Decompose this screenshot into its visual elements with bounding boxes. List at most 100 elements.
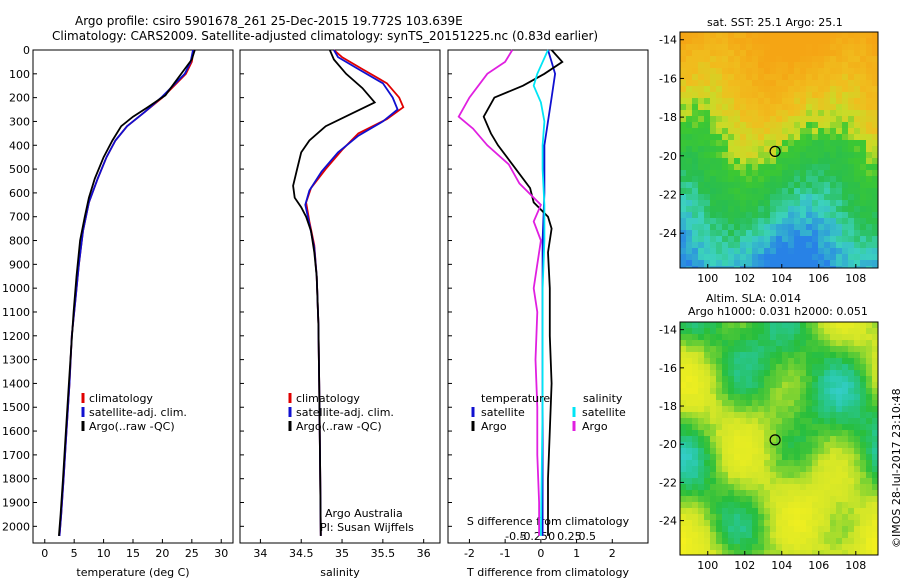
map-cell [740, 158, 746, 164]
map-cell [782, 382, 788, 388]
map-cell [698, 110, 704, 116]
map-cell [746, 370, 752, 376]
map-cell [686, 508, 692, 514]
map-cell [764, 322, 770, 328]
map-cell [872, 182, 878, 188]
map-cell [782, 484, 788, 490]
map-cell [818, 140, 824, 146]
x-tick-label: 35 [335, 547, 349, 560]
map-cell [806, 116, 812, 122]
map-cell [806, 502, 812, 508]
map-cell [722, 254, 728, 260]
map-cell [722, 140, 728, 146]
map-cell [806, 472, 812, 478]
map-cell [812, 334, 818, 340]
map-cell [764, 364, 770, 370]
map-cell [830, 550, 836, 555]
map-cell [764, 460, 770, 466]
map-cell [740, 436, 746, 442]
map-cell [764, 110, 770, 116]
map-cell [764, 496, 770, 502]
map-cell [692, 496, 698, 502]
map-cell [824, 122, 830, 128]
map-cell [788, 104, 794, 110]
map-cell [866, 50, 872, 56]
map-cell [698, 44, 704, 50]
map-cell [824, 266, 830, 268]
map-cell [830, 412, 836, 418]
map-cell [860, 230, 866, 236]
map-cell [716, 520, 722, 526]
map-cell [746, 538, 752, 544]
map-cell [764, 340, 770, 346]
map-cell [806, 358, 812, 364]
map-cell [854, 170, 860, 176]
map-cell [770, 370, 776, 376]
map-cell [728, 176, 734, 182]
map-cell [698, 248, 704, 254]
map-cell [830, 260, 836, 266]
map-cell [716, 364, 722, 370]
map-cell [722, 98, 728, 104]
top-tick-label: 0.5 [579, 530, 597, 543]
map-cell [854, 44, 860, 50]
map-cell [848, 110, 854, 116]
map-cell [830, 358, 836, 364]
map-cell [776, 38, 782, 44]
map-cell [794, 388, 800, 394]
map-cell [806, 388, 812, 394]
map-cell [866, 412, 872, 418]
map-cell [752, 526, 758, 532]
map-cell [794, 346, 800, 352]
map-cell [746, 116, 752, 122]
map-cell [722, 50, 728, 56]
map-cell [824, 182, 830, 188]
map-cell [746, 466, 752, 472]
map-cell [680, 526, 686, 532]
map-cell [770, 352, 776, 358]
map-cell [776, 68, 782, 74]
map-cell [860, 460, 866, 466]
map-cell [836, 242, 842, 248]
y-tick-label: 1600 [2, 425, 30, 438]
map-cell [830, 224, 836, 230]
map-cell [788, 200, 794, 206]
map-cell [866, 346, 872, 352]
map-cell [704, 334, 710, 340]
annotation-line: Argo Australia [325, 507, 403, 520]
map-cell [752, 532, 758, 538]
map-cell [716, 532, 722, 538]
x-tick-label: 1 [573, 547, 580, 560]
map-cell [776, 248, 782, 254]
map-cell [716, 176, 722, 182]
map-cell [836, 496, 842, 502]
map-cell [704, 328, 710, 334]
map-cell [866, 62, 872, 68]
map-cell [698, 550, 704, 555]
map-cell [686, 514, 692, 520]
map-cell [764, 188, 770, 194]
map-y-tick-label: -24 [659, 515, 677, 528]
map-x-tick-label: 102 [734, 272, 755, 285]
map-cell [806, 382, 812, 388]
map-cell [848, 146, 854, 152]
map-cell [854, 460, 860, 466]
map-cell [788, 418, 794, 424]
map-cell [764, 74, 770, 80]
map-cell [860, 406, 866, 412]
map-cell [860, 538, 866, 544]
map-cell [854, 176, 860, 182]
map-cell [680, 98, 686, 104]
map-cell [782, 364, 788, 370]
map-cell [686, 358, 692, 364]
map-cell [752, 164, 758, 170]
map-cell [734, 358, 740, 364]
map-cell [782, 50, 788, 56]
map-cell [686, 490, 692, 496]
y-tick-label: 0 [23, 44, 30, 57]
map-cell [800, 544, 806, 550]
map-cell [764, 328, 770, 334]
map-cell [830, 254, 836, 260]
map-cell [764, 176, 770, 182]
map-cell [752, 140, 758, 146]
